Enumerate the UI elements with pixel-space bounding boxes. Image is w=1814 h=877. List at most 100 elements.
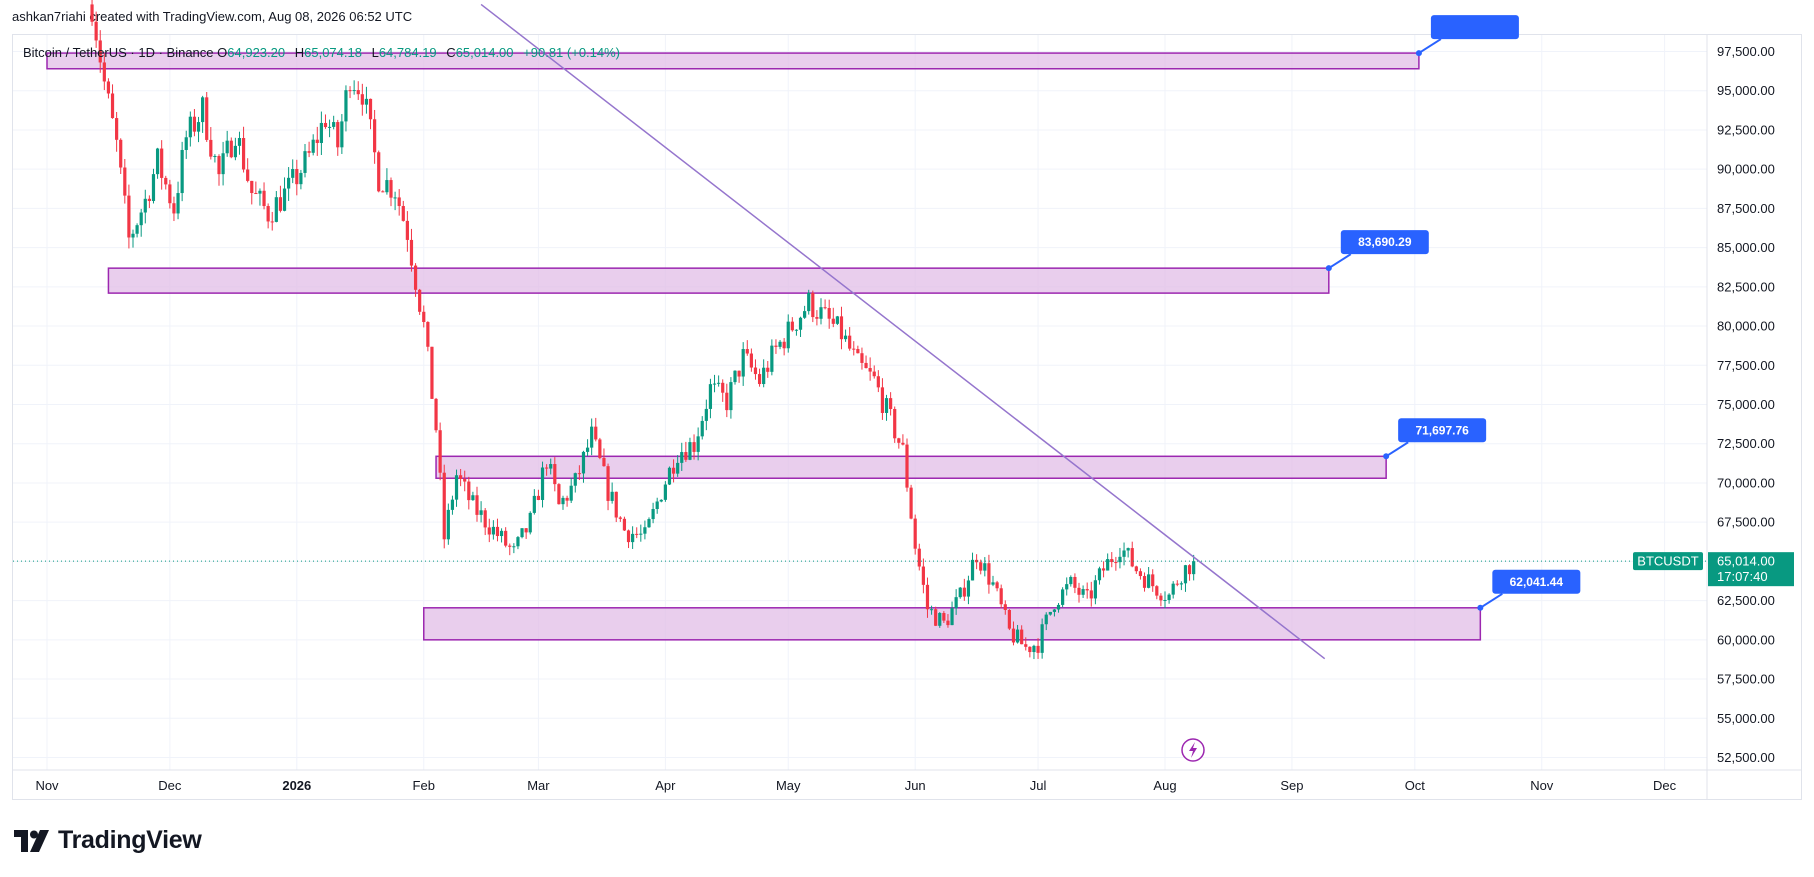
candle-body <box>1093 580 1097 599</box>
candle-body <box>692 442 696 452</box>
candle-body <box>1073 576 1077 588</box>
candle-body <box>119 139 123 168</box>
low-value: 64,784.19 <box>378 45 437 60</box>
candle-body <box>536 495 541 500</box>
candle-body <box>1159 595 1163 601</box>
candle-body <box>676 462 680 474</box>
tradingview-logo-icon <box>14 829 49 852</box>
candle-body <box>880 387 885 413</box>
candle-body <box>1110 559 1114 563</box>
candle-body <box>241 138 246 170</box>
callout-box <box>1398 418 1487 443</box>
candle-body <box>819 307 823 319</box>
candle-body <box>631 533 635 543</box>
candle-body <box>454 475 459 500</box>
candle-body <box>684 452 688 460</box>
candle-body <box>393 197 397 199</box>
x-tick-label: Nov <box>35 778 59 793</box>
candle-body <box>508 545 512 547</box>
callout-box <box>1492 569 1581 594</box>
candle-body <box>1028 646 1032 653</box>
price-axis: 97,500.00 95,000.00 92,500.00 90,000.00 87,5… <box>1717 44 1775 765</box>
candle-body <box>352 90 356 92</box>
candle-body <box>1142 576 1147 588</box>
ohlc-legend: Bitcoin / TetherUS · 1D · Binance O64,92… <box>23 45 626 60</box>
candle-body <box>176 193 180 214</box>
candle-body <box>201 97 205 123</box>
candle-body <box>917 548 921 567</box>
candle-body <box>602 457 606 467</box>
chart-frame[interactable] <box>12 34 1802 800</box>
candle-body <box>1020 629 1024 645</box>
y-tick-label: 97,500.00 <box>1717 44 1775 59</box>
callout-anchor <box>1325 265 1332 272</box>
candle-body <box>192 116 197 132</box>
candle-body <box>295 168 299 185</box>
symbol-title[interactable]: Bitcoin / TetherUS · 1D · Binance <box>23 45 214 60</box>
candle-body <box>1187 565 1192 575</box>
candle-body <box>1163 599 1167 601</box>
candle-body <box>254 193 258 195</box>
candle-body <box>1085 589 1089 591</box>
candle-body <box>426 322 430 347</box>
candle-body <box>495 526 500 537</box>
candle-body <box>966 580 971 597</box>
zone-rect <box>46 52 1420 70</box>
candle-body <box>540 467 545 500</box>
candle-body <box>1089 590 1093 599</box>
candle-body <box>581 451 586 474</box>
y-tick-label: 72,500.00 <box>1717 436 1775 451</box>
candle-body <box>1024 644 1028 647</box>
candle-body <box>569 485 573 501</box>
candle-body <box>106 81 111 94</box>
tradingview-brand[interactable]: TradingView <box>14 826 202 855</box>
callout-label: 71,697.76 <box>1415 423 1469 437</box>
candle-body <box>311 139 315 153</box>
candle-body <box>340 121 344 148</box>
candle-body <box>1065 584 1069 590</box>
candle-body <box>131 233 135 238</box>
y-tick-label: 55,000.00 <box>1717 711 1775 726</box>
author-line: ashkan7riahi created with TradingView.co… <box>12 9 413 24</box>
candle-body <box>843 335 848 340</box>
x-tick-label: Mar <box>527 778 550 793</box>
candle-body <box>1040 624 1044 653</box>
y-tick-label: 90,000.00 <box>1717 162 1775 177</box>
last-price-tag <box>1708 552 1794 587</box>
x-tick-label: Jun <box>905 778 926 793</box>
candle-body <box>991 582 995 585</box>
candle-body <box>491 526 495 535</box>
candle-body <box>913 518 917 549</box>
candle-body <box>876 376 880 388</box>
candle-body <box>151 174 156 202</box>
candle-body <box>856 349 860 354</box>
candle-body <box>565 497 569 501</box>
candle-body <box>115 118 119 140</box>
candle-body <box>757 374 762 385</box>
x-tick-label: Oct <box>1405 778 1426 793</box>
candle-body <box>807 292 811 312</box>
candle-body <box>950 608 954 626</box>
candle-body <box>1015 629 1020 643</box>
candle-body <box>221 153 225 175</box>
candle-body <box>741 349 745 377</box>
candle-body <box>1081 589 1085 595</box>
candle-body <box>696 436 700 452</box>
candle-body <box>1183 565 1188 584</box>
candle-body <box>373 119 377 153</box>
candle-body <box>315 139 319 143</box>
candle-body <box>934 609 938 626</box>
price-chart[interactable]: 83,690.29 71,697.76 62,041.44 97,500.00 95,0… <box>0 0 1814 800</box>
candle-body <box>499 530 504 537</box>
candle-body <box>803 311 807 318</box>
candle-body <box>733 370 737 383</box>
candle-body <box>233 145 237 158</box>
candle-body <box>213 156 217 158</box>
candle-body <box>1048 611 1052 615</box>
candle-body <box>1097 568 1102 581</box>
candle-body <box>598 439 602 458</box>
candle-body <box>225 140 229 154</box>
candle-body <box>143 198 147 213</box>
candle-body <box>872 371 876 377</box>
y-tick-label: 60,000.00 <box>1717 632 1775 647</box>
